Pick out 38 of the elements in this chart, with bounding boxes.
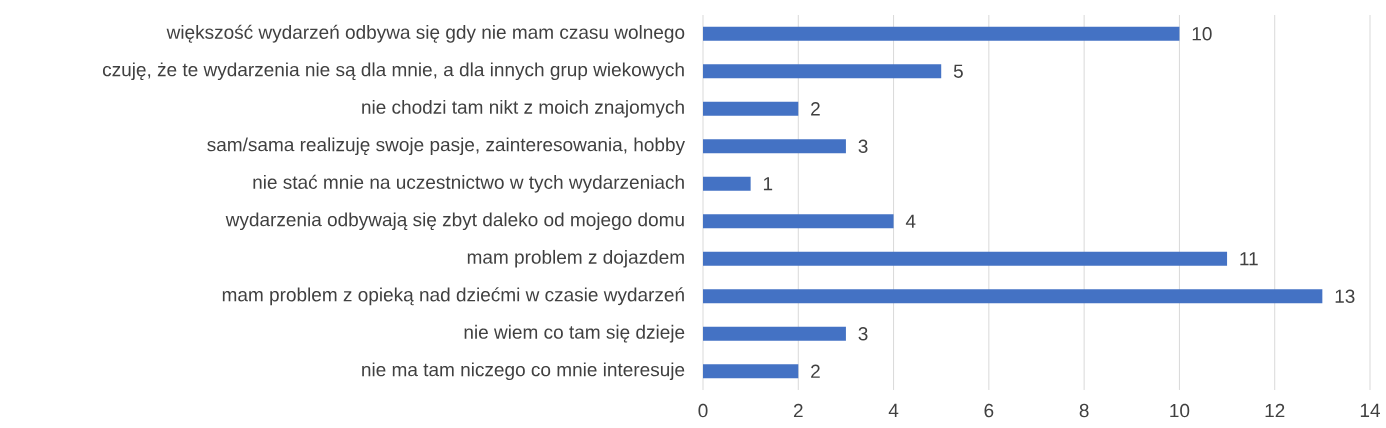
y-tick-label: większość wydarzeń odbywa się gdy nie mam czasu wolnego	[166, 24, 685, 43]
x-tick-label: 0	[698, 403, 708, 418]
bar	[703, 176, 751, 191]
data-label: 3	[858, 327, 868, 341]
x-tick-label: 14	[1360, 403, 1380, 417]
bar	[703, 64, 942, 79]
data-label: 13	[1335, 289, 1355, 303]
y-tick-label: nie stać mnie na uczestnictwo w tych wydarzeniach	[253, 174, 684, 193]
bar	[703, 251, 1228, 266]
bar	[703, 364, 799, 379]
bar	[703, 101, 799, 116]
y-tick-label: nie wiem co tam się dzieje	[464, 324, 685, 343]
y-tick-label: wydarzenia odbywają się zbyt daleko od mojego domu	[225, 212, 684, 231]
bar	[703, 139, 846, 154]
data-label: 11	[1240, 252, 1258, 266]
y-tick-label: nie ma tam niczego co mnie interesuje	[362, 362, 685, 381]
bar	[703, 26, 1180, 41]
x-tick-label: 10	[1170, 403, 1190, 418]
y-tick-label: mam problem z opieką nad dziećmi w czasie wydarzeń	[222, 287, 684, 306]
x-tick-label: 8	[1079, 403, 1089, 418]
bar	[703, 289, 1323, 304]
data-label: 1	[763, 177, 773, 191]
x-tick-label: 12	[1265, 403, 1285, 418]
data-label: 10	[1192, 27, 1212, 41]
bar	[703, 214, 894, 229]
y-tick-label: nie chodzi tam nikt z moich znajomych	[362, 99, 684, 118]
y-tick-label: mam problem z dojazdem	[467, 249, 684, 268]
data-label: 3	[858, 139, 868, 153]
bar	[703, 326, 846, 341]
data-label: 4	[905, 214, 916, 228]
data-label: 2	[811, 102, 820, 116]
data-label: 2	[811, 364, 820, 378]
data-label: 5	[953, 64, 963, 78]
y-tick-label: sam/sama realizuję swoje pasje, zainteresowania, hobby	[207, 137, 685, 156]
x-tick-label: 2	[793, 403, 803, 418]
y-tick-label: czuję, że te wydarzenia nie są dla mnie, a dla innych grup wiekowych	[102, 62, 684, 81]
x-tick-label: 4	[888, 403, 899, 417]
x-tick-label: 6	[984, 403, 994, 418]
